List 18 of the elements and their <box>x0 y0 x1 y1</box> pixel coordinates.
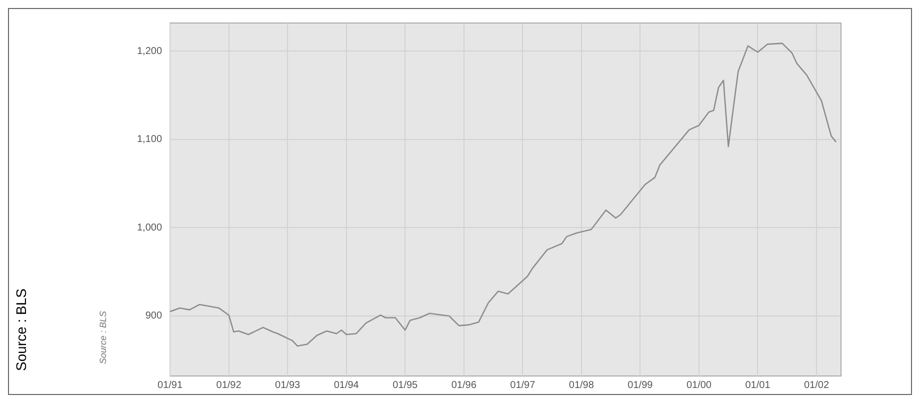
x-tick-label: 01/01 <box>745 380 771 391</box>
x-tick-label: 01/95 <box>392 380 418 391</box>
y-tick-label: 1,000 <box>136 222 162 234</box>
x-tick-label: 01/02 <box>804 380 830 391</box>
x-tick-label: 01/97 <box>510 380 536 391</box>
x-tick-label: 01/00 <box>686 380 712 391</box>
x-tick-label: 01/91 <box>158 380 183 391</box>
y-tick-label: 1,200 <box>136 46 162 57</box>
x-tick-label: 01/94 <box>334 380 360 391</box>
x-tick-label: 01/92 <box>216 380 242 391</box>
x-tick-label: 01/96 <box>451 380 477 391</box>
y-tick-label: 1,100 <box>136 134 162 146</box>
source-note: Source : BLS <box>98 310 108 364</box>
x-tick-label: 01/99 <box>628 380 654 391</box>
source-note: Source : BLS <box>13 288 29 371</box>
x-tick-label: 01/93 <box>275 380 301 391</box>
y-tick-label: 900 <box>145 310 162 322</box>
x-tick-label: 01/98 <box>568 380 594 391</box>
